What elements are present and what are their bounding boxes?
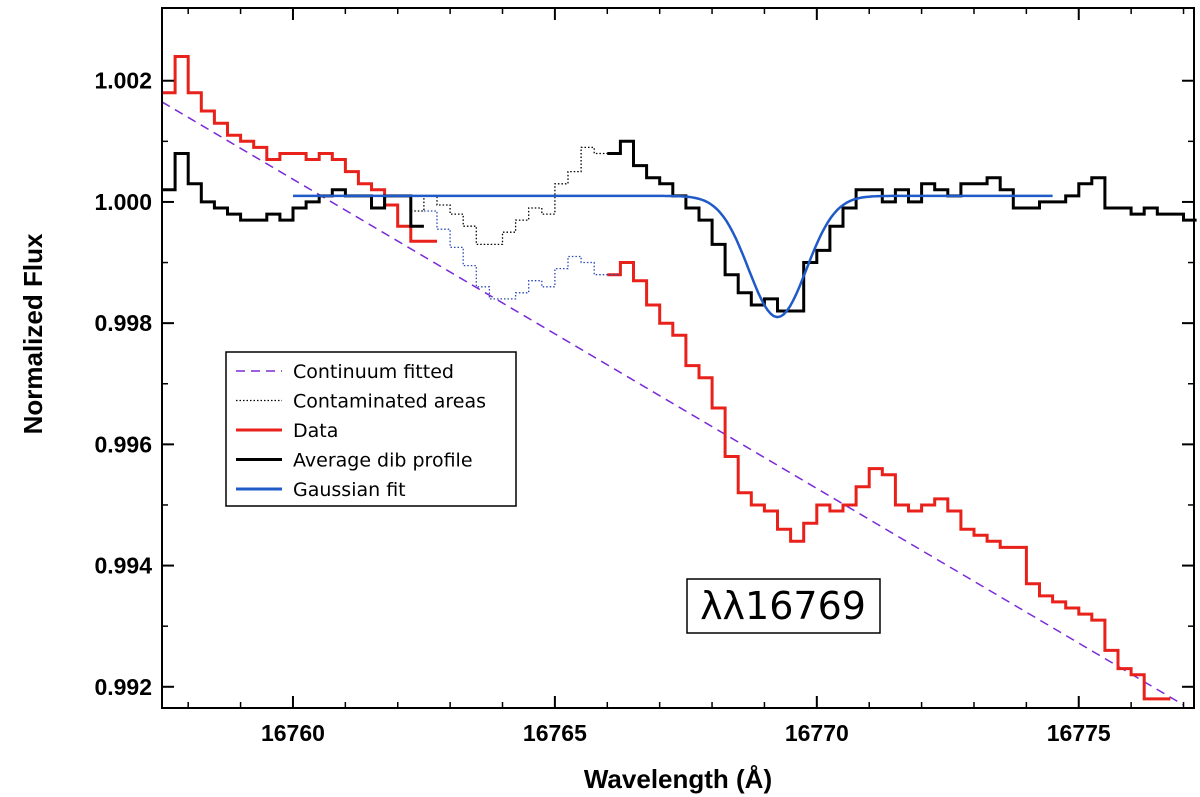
annotation-box: λλ16769 — [686, 578, 881, 634]
series-average-dib-profile-4 — [162, 152, 424, 228]
series-contaminated-data--2 — [423, 210, 621, 300]
y-ticks: 0.992 0.994 0.996 0.998 1.000 1.002 — [94, 68, 1194, 700]
x-tick-label-0: 16760 — [261, 720, 325, 746]
x-ticks: 16760 16765 16770 16775 — [187, 8, 1185, 746]
series-average-dib-profile-5 — [607, 139, 1197, 313]
y-tick-label-5: 1.002 — [94, 68, 152, 94]
y-axis-title: Normalized Flux — [18, 233, 48, 434]
legend-label-1: Contaminated areas — [293, 391, 486, 413]
legend: Continuum fitted Contaminated areas Data Av… — [225, 351, 517, 507]
x-tick-label-1: 16765 — [523, 720, 587, 746]
annotation-frame — [686, 578, 881, 634]
series-contaminated-average--3 — [410, 146, 621, 246]
annotation-label: λλ16769 — [700, 584, 866, 628]
series-data-1 — [607, 261, 1171, 701]
gaussian-fit-curve — [293, 194, 1053, 319]
plot-frame — [161, 7, 1195, 709]
legend-label-0: Continuum fitted — [293, 361, 454, 383]
y-tick-label-4: 1.000 — [94, 189, 152, 215]
legend-label-3: Average dib profile — [293, 450, 473, 472]
y-tick-label-3: 0.998 — [94, 310, 152, 336]
legend-label-2: Data — [293, 420, 338, 442]
legend-label-4: Gaussian fit — [293, 479, 406, 501]
plot-lines — [161, 55, 1197, 706]
series-data-0 — [162, 55, 437, 243]
y-tick-label-1: 0.994 — [94, 553, 152, 579]
y-tick-label-2: 0.996 — [94, 431, 152, 457]
continuum-line — [161, 101, 1184, 706]
x-tick-label-2: 16770 — [785, 720, 849, 746]
x-tick-label-3: 16775 — [1047, 720, 1111, 746]
y-tick-label-0: 0.992 — [94, 674, 152, 700]
x-axis-title: Wavelength (Å) — [584, 764, 772, 794]
